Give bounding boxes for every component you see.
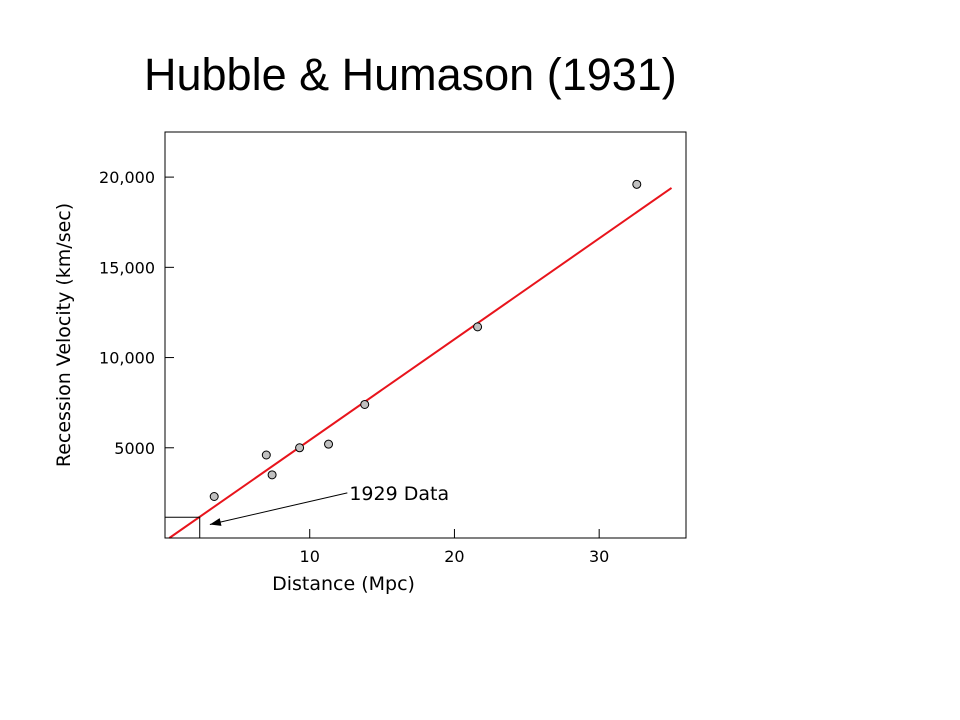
annotation-label: 1929 Data — [349, 483, 449, 505]
data-point — [632, 179, 642, 189]
x-tick-label: 20 — [444, 547, 464, 566]
y-tick-label: 15,000 — [99, 258, 155, 277]
y-tick-label: 20,000 — [99, 168, 155, 187]
page-title: Hubble & Humason (1931) — [144, 49, 677, 100]
annotation-arrow-head — [209, 518, 222, 526]
x-tick-label: 30 — [589, 547, 609, 566]
fit-line — [168, 187, 673, 539]
data-point — [261, 450, 271, 460]
x-axis-label: Distance (Mpc) — [272, 573, 415, 595]
data-point — [295, 443, 305, 453]
data-point — [473, 322, 483, 332]
data-point — [324, 439, 334, 449]
y-axis-label: Recession Velocity (km/sec) — [53, 203, 75, 467]
data-point — [360, 399, 370, 409]
data-point — [209, 491, 219, 501]
y-tick-label: 10,000 — [99, 349, 155, 368]
x-tick-label: 10 — [300, 547, 320, 566]
data-point — [267, 470, 277, 480]
plot-frame — [164, 131, 687, 539]
annotation-arrow-line — [209, 492, 348, 525]
annotation-box — [164, 516, 201, 539]
y-tick-label: 5000 — [114, 439, 155, 458]
